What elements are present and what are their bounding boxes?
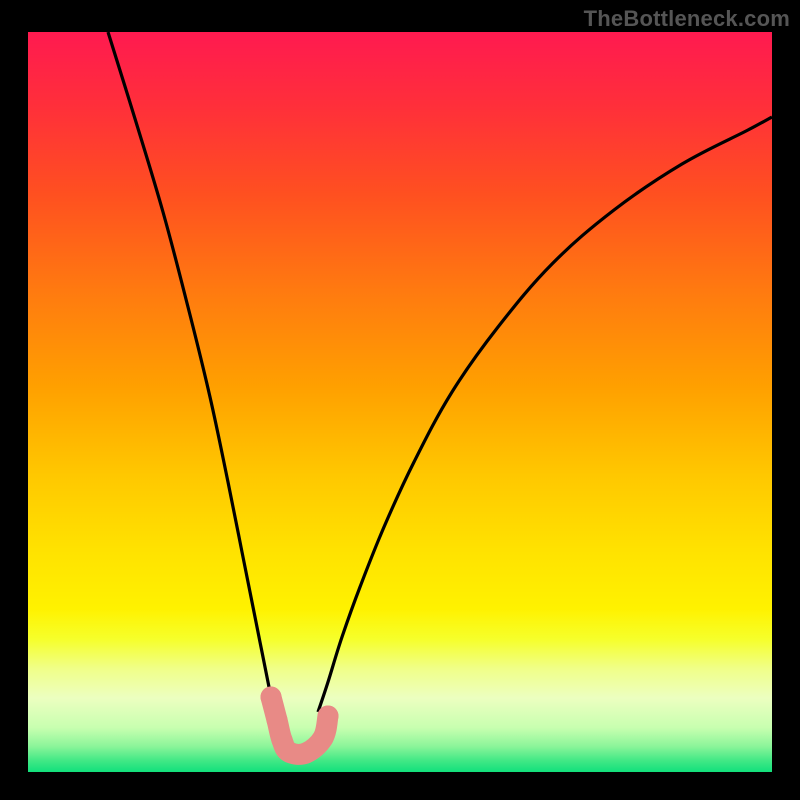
marker-dot <box>296 743 317 764</box>
curve-left-branch <box>108 32 274 712</box>
curve-layer <box>28 32 772 772</box>
chart-frame: TheBottleneck.com <box>0 0 800 800</box>
marker-dot <box>267 710 288 731</box>
marker-dots <box>261 687 339 764</box>
marker-dot <box>318 706 339 727</box>
watermark-text: TheBottleneck.com <box>584 6 790 32</box>
plot-area <box>28 32 772 772</box>
curve-right-branch <box>318 117 772 712</box>
marker-dot <box>261 687 282 708</box>
marker-dot <box>313 728 334 749</box>
